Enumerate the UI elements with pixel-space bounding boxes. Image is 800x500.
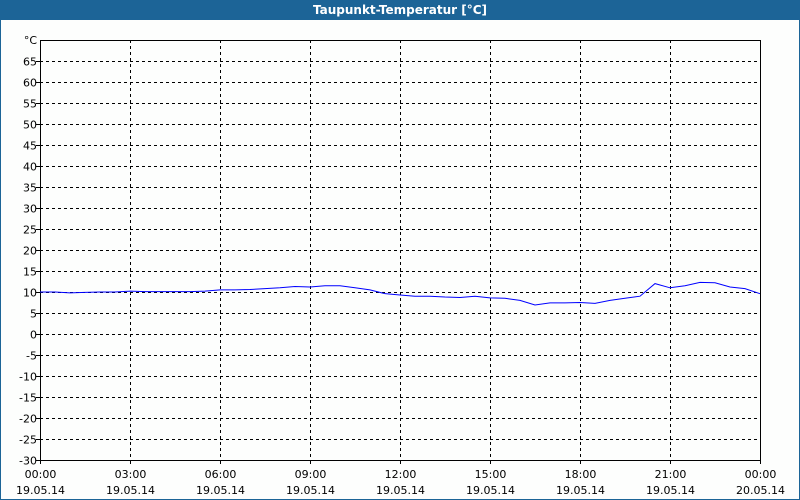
x-tick-date: 20.05.14 [736,484,785,497]
y-tick-label: 45 [23,140,37,153]
x-tick-time: 15:00 [475,468,507,481]
y-axis-label: °C [24,34,38,47]
plot-frame [40,40,761,461]
y-tick-label: 30 [23,203,37,216]
y-tick-label: 25 [23,224,37,237]
x-tick-date: 19.05.14 [106,484,155,497]
x-tick-time: 09:00 [295,468,327,481]
y-tick-label: 20 [23,245,37,258]
y-tick-label: 5 [30,308,37,321]
x-tick-date: 19.05.14 [286,484,335,497]
x-tick-time: 06:00 [205,468,237,481]
y-tick-label: 35 [23,182,37,195]
y-tick-label: 15 [23,266,37,279]
y-tick-label: -20 [19,413,37,426]
y-tick-label: 50 [23,119,37,132]
y-tick-label: -15 [19,392,37,405]
x-tick-time: 00:00 [745,468,777,481]
y-tick-label: 65 [23,56,37,69]
chart-title: Taupunkt-Temperatur [°C] [0,0,800,20]
y-tick-label: -30 [19,455,37,468]
x-tick-date: 19.05.14 [646,484,695,497]
y-tick-label: -10 [19,371,37,384]
x-tick-date: 19.05.14 [466,484,515,497]
x-tick-date: 19.05.14 [376,484,425,497]
x-tick-date: 19.05.14 [556,484,605,497]
x-tick-date: 19.05.14 [196,484,245,497]
x-tick-time: 21:00 [655,468,687,481]
x-tick-date: 19.05.14 [16,484,65,497]
y-tick-label: 0 [30,329,37,342]
series-line [40,281,761,306]
y-tick-label: 40 [23,161,37,174]
x-tick-time: 03:00 [115,468,147,481]
y-tick-label: 10 [23,287,37,300]
x-tick-time: 00:00 [25,468,57,481]
y-tick-label: 60 [23,77,37,90]
y-tick-label: -25 [19,434,37,447]
x-tick-time: 18:00 [565,468,597,481]
y-tick-label: 55 [23,98,37,111]
x-tick-time: 12:00 [385,468,417,481]
y-tick-label: -5 [26,350,37,363]
